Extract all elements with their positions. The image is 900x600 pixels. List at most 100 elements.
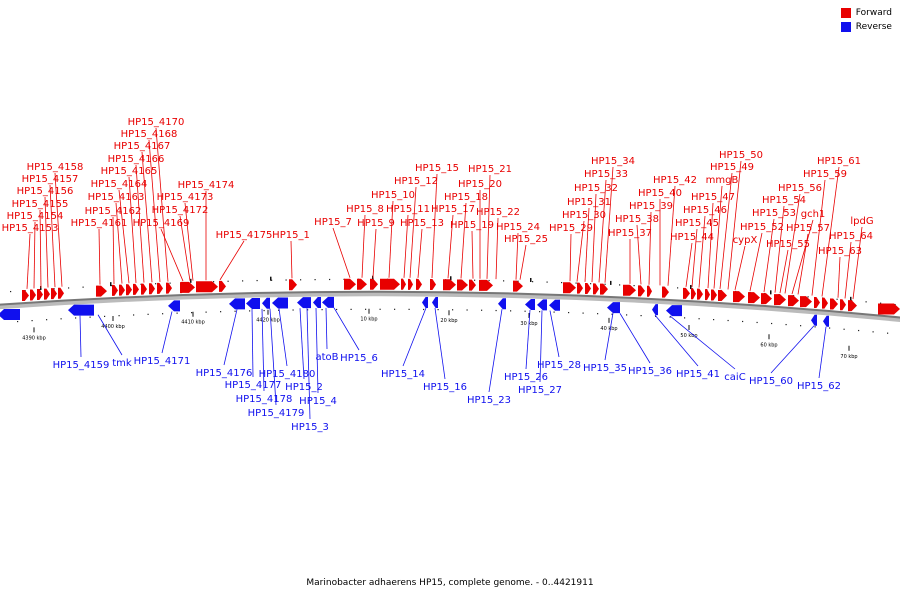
gene-label-hp15-54[interactable]: HP15_54 — [762, 195, 806, 206]
gene-label-hp15-6[interactable]: HP15_6 — [340, 353, 378, 364]
gene-label-hp15-35[interactable]: HP15_35 — [583, 363, 627, 374]
forward-gene[interactable] — [126, 284, 132, 296]
gene-label-hp15-4154[interactable]: HP15_4154 — [7, 211, 64, 222]
forward-gene[interactable] — [662, 286, 669, 298]
gene-label-hp15-4176[interactable]: HP15_4176 — [196, 368, 253, 379]
gene-label-hp15-3[interactable]: HP15_3 — [291, 422, 329, 433]
reverse-gene[interactable] — [322, 296, 334, 308]
gene-label-hp15-4171[interactable]: HP15_4171 — [134, 356, 191, 367]
forward-gene[interactable] — [577, 282, 583, 294]
gene-label-hp15-2[interactable]: HP15_2 — [285, 382, 323, 393]
gene-label-hp15-17[interactable]: HP15_17 — [431, 204, 475, 215]
forward-gene[interactable] — [416, 278, 422, 290]
gene-label-hp15-4153[interactable]: HP15_4153 — [2, 223, 59, 234]
gene-label-hp15-27[interactable]: HP15_27 — [518, 385, 562, 396]
forward-gene[interactable] — [370, 278, 378, 290]
gene-label-hp15-60[interactable]: HP15_60 — [749, 376, 793, 387]
forward-gene[interactable] — [830, 298, 838, 310]
forward-gene[interactable] — [848, 300, 857, 312]
gene-label-hp15-36[interactable]: HP15_36 — [628, 366, 672, 377]
forward-gene[interactable] — [196, 281, 218, 293]
gene-label-hp15-62[interactable]: HP15_62 — [797, 381, 841, 392]
forward-gene[interactable] — [401, 278, 406, 290]
gene-label-hp15-4172[interactable]: HP15_4172 — [152, 205, 209, 216]
forward-gene[interactable] — [479, 279, 493, 291]
reverse-gene[interactable] — [811, 314, 817, 326]
forward-gene[interactable] — [22, 289, 29, 301]
gene-label-hp15-26[interactable]: HP15_26 — [504, 372, 548, 383]
gene-label-hp15-4161[interactable]: HP15_4161 — [71, 218, 128, 229]
gene-label-hp15-31[interactable]: HP15_31 — [567, 197, 611, 208]
forward-gene[interactable] — [443, 279, 456, 291]
forward-gene[interactable] — [408, 278, 413, 290]
gene-label-hp15-4180[interactable]: HP15_4180 — [259, 369, 316, 380]
gene-label-hp15-14[interactable]: HP15_14 — [381, 369, 425, 380]
gene-label-hp15-42[interactable]: HP15_42 — [653, 175, 697, 186]
reverse-gene[interactable] — [498, 298, 506, 310]
gene-label-tmk[interactable]: tmk — [112, 358, 132, 369]
forward-gene[interactable] — [37, 289, 43, 301]
gene-label-hp15-4156[interactable]: HP15_4156 — [17, 186, 74, 197]
forward-gene[interactable] — [733, 291, 745, 303]
forward-gene[interactable] — [718, 290, 727, 302]
forward-gene[interactable] — [814, 297, 820, 309]
gene-label-hp15-13[interactable]: HP15_13 — [400, 218, 444, 229]
gene-label-hp15-25[interactable]: HP15_25 — [504, 234, 548, 245]
gene-label-hp15-20[interactable]: HP15_20 — [458, 179, 502, 190]
forward-gene[interactable] — [623, 284, 636, 296]
gene-label-hp15-34[interactable]: HP15_34 — [591, 156, 635, 167]
gene-label-hp15-45[interactable]: HP15_45 — [675, 218, 719, 229]
forward-gene[interactable] — [357, 278, 367, 290]
gene-label-gch1[interactable]: gch1 — [801, 209, 826, 220]
forward-gene[interactable] — [219, 280, 226, 292]
gene-label-hp15-41[interactable]: HP15_41 — [676, 369, 720, 380]
gene-label-hp15-23[interactable]: HP15_23 — [467, 395, 511, 406]
gene-label-hp15-1[interactable]: HP15_1 — [272, 230, 310, 241]
gene-label-hp15-32[interactable]: HP15_32 — [574, 183, 618, 194]
forward-gene[interactable] — [51, 288, 57, 300]
forward-gene[interactable] — [157, 282, 163, 294]
forward-gene[interactable] — [181, 281, 195, 293]
gene-label-hp15-55[interactable]: HP15_55 — [766, 239, 810, 250]
gene-label-hp15-4157[interactable]: HP15_4157 — [22, 174, 79, 185]
gene-label-hp15-47[interactable]: HP15_47 — [691, 192, 735, 203]
reverse-gene[interactable] — [607, 302, 620, 314]
forward-gene[interactable] — [149, 283, 155, 295]
gene-label-cypx[interactable]: cypX — [733, 235, 758, 246]
gene-label-hp15-4170[interactable]: HP15_4170 — [128, 117, 185, 128]
gene-label-hp15-21[interactable]: HP15_21 — [468, 164, 512, 175]
reverse-gene[interactable] — [422, 296, 428, 308]
gene-label-hp15-12[interactable]: HP15_12 — [394, 176, 438, 187]
gene-label-hp15-4158[interactable]: HP15_4158 — [27, 162, 84, 173]
gene-label-hp15-19[interactable]: HP15_19 — [450, 220, 494, 231]
forward-gene[interactable] — [457, 279, 468, 291]
reverse-gene[interactable] — [432, 297, 438, 309]
gene-label-hp15-4179[interactable]: HP15_4179 — [248, 408, 305, 419]
gene-label-hp15-30[interactable]: HP15_30 — [562, 210, 606, 221]
gene-label-hp15-64[interactable]: HP15_64 — [829, 231, 873, 242]
forward-gene[interactable] — [289, 279, 297, 291]
gene-label-hp15-24[interactable]: HP15_24 — [496, 222, 540, 233]
gene-label-hp15-49[interactable]: HP15_49 — [710, 162, 754, 173]
forward-gene[interactable] — [593, 283, 599, 295]
forward-gene[interactable] — [691, 288, 696, 300]
gene-label-hp15-57[interactable]: HP15_57 — [786, 223, 830, 234]
forward-gene[interactable] — [430, 279, 436, 291]
reverse-gene[interactable] — [537, 299, 547, 311]
gene-label-hp15-39[interactable]: HP15_39 — [629, 201, 673, 212]
forward-gene[interactable] — [96, 285, 107, 297]
reverse-gene[interactable] — [549, 299, 560, 311]
gene-label-hp15-38[interactable]: HP15_38 — [615, 214, 659, 225]
gene-label-lpdg[interactable]: lpdG — [850, 216, 873, 227]
forward-gene[interactable] — [600, 283, 608, 295]
forward-gene[interactable] — [748, 292, 760, 304]
gene-label-hp15-22[interactable]: HP15_22 — [476, 207, 520, 218]
forward-gene[interactable] — [697, 288, 703, 300]
gene-label-hp15-4174[interactable]: HP15_4174 — [178, 180, 235, 191]
reverse-gene[interactable] — [652, 304, 658, 316]
gene-label-caic[interactable]: caiC — [724, 372, 745, 383]
reverse-gene[interactable] — [272, 297, 288, 309]
gene-label-hp15-37[interactable]: HP15_37 — [608, 228, 652, 239]
gene-label-hp15-40[interactable]: HP15_40 — [638, 188, 682, 199]
forward-gene[interactable] — [513, 280, 523, 292]
